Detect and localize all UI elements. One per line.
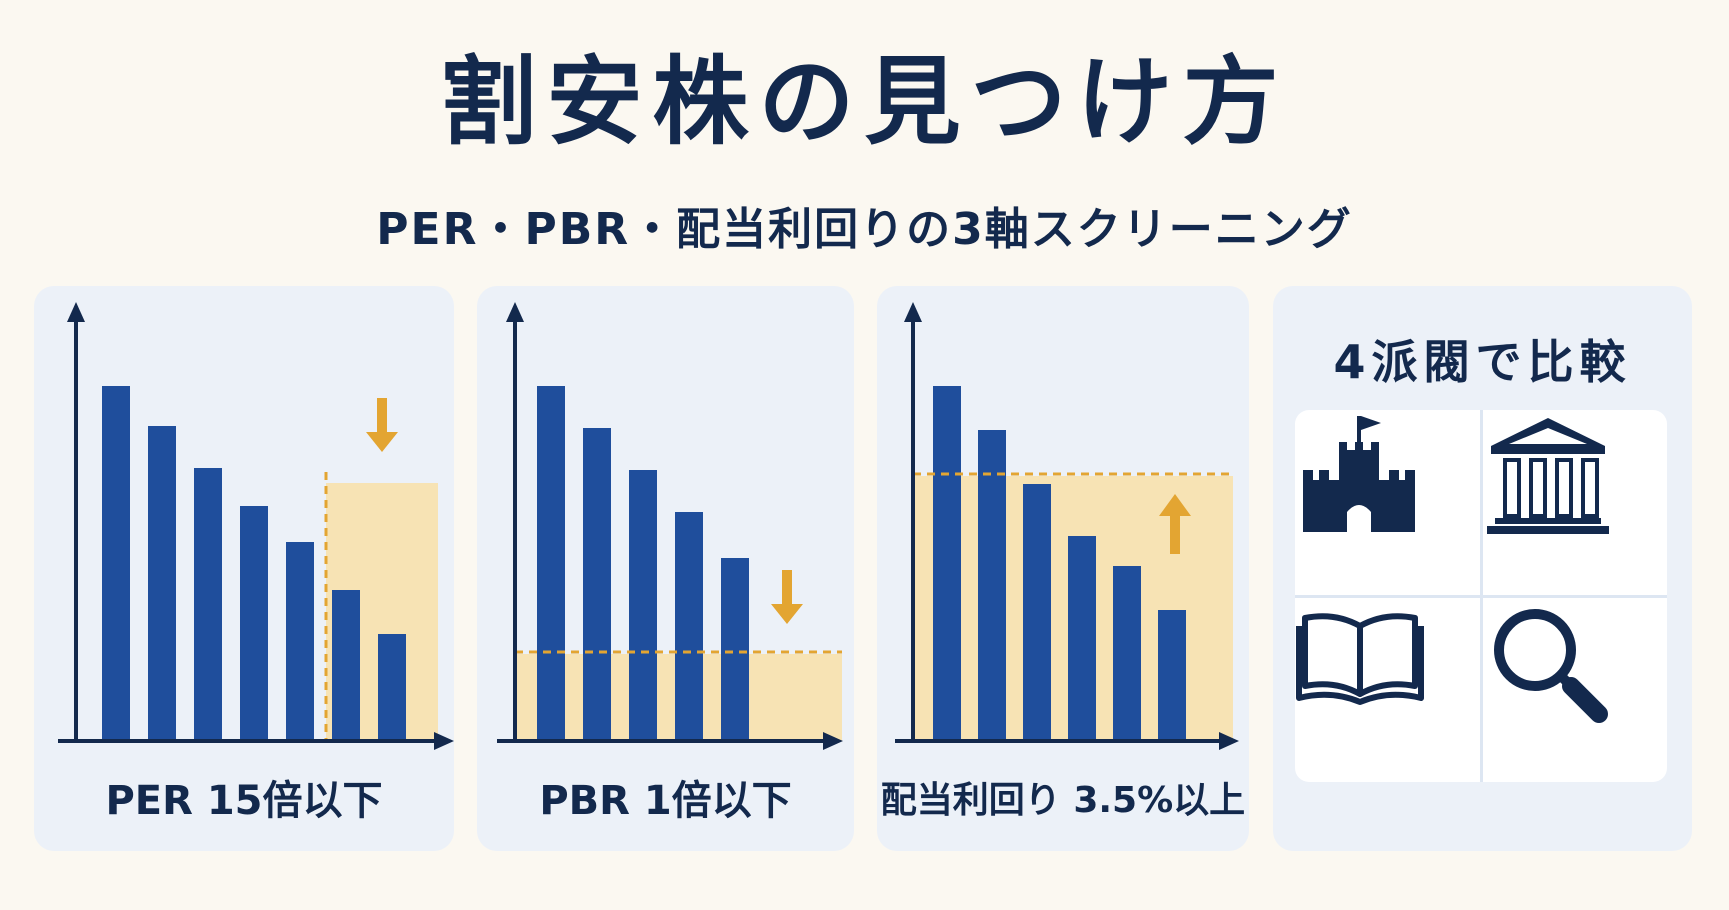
bar-5	[286, 542, 314, 741]
bar-1	[102, 386, 130, 741]
chart-axes	[895, 302, 1239, 750]
magnifier-icon	[1494, 609, 1608, 723]
bar-3	[629, 470, 657, 741]
pbr-label: PBR 1倍以下	[539, 778, 792, 824]
page-subtitle: PER・PBR・配当利回りの3軸スクリーニング	[376, 204, 1353, 255]
per-chart	[58, 302, 454, 750]
book-cell	[1295, 598, 1480, 782]
dividend-panel: 配当利回り 3.5%以上	[877, 286, 1249, 851]
bar-7	[378, 634, 406, 741]
bar-5	[721, 558, 749, 741]
chart-axes	[497, 302, 843, 750]
bar-4	[240, 506, 268, 741]
pbr-chart	[497, 302, 843, 750]
bars	[933, 386, 1186, 741]
bank-building-icon	[1487, 418, 1609, 534]
castle-icon	[1303, 416, 1415, 532]
per-panel: PER 15倍以下	[34, 286, 454, 851]
bar-6	[332, 590, 360, 741]
bank-cell	[1483, 410, 1667, 595]
castle-cell	[1295, 410, 1480, 595]
bar-1	[933, 386, 961, 741]
chart-axes	[58, 302, 454, 750]
open-book-icon	[1296, 613, 1424, 705]
bar-5	[1113, 566, 1141, 741]
bar-4	[675, 512, 703, 741]
bar-2	[148, 426, 176, 741]
down-arrow-icon	[771, 570, 803, 624]
bar-3	[194, 468, 222, 741]
dividend-chart	[895, 302, 1239, 750]
bar-3	[1023, 484, 1051, 741]
bar-2	[583, 428, 611, 741]
comparison-panel: 4派閥で比較	[1273, 286, 1692, 851]
bar-1	[537, 386, 565, 741]
bars	[102, 386, 406, 741]
bar-2	[978, 430, 1006, 741]
magnifier-cell	[1483, 598, 1667, 782]
comparison-title: 4派閥で比較	[1333, 335, 1632, 389]
up-arrow-icon	[1159, 494, 1191, 554]
pbr-panel: PBR 1倍以下	[477, 286, 854, 851]
per-label: PER 15倍以下	[105, 778, 383, 824]
down-arrow-icon	[366, 398, 398, 452]
bar-6	[1158, 610, 1186, 741]
bars	[537, 386, 749, 741]
grid-divider	[1295, 595, 1667, 598]
icon-grid	[1295, 410, 1667, 782]
bar-4	[1068, 536, 1096, 741]
dividend-label: 配当利回り 3.5%以上	[880, 780, 1246, 821]
page-title: 割安株の見つけ方	[440, 46, 1289, 158]
